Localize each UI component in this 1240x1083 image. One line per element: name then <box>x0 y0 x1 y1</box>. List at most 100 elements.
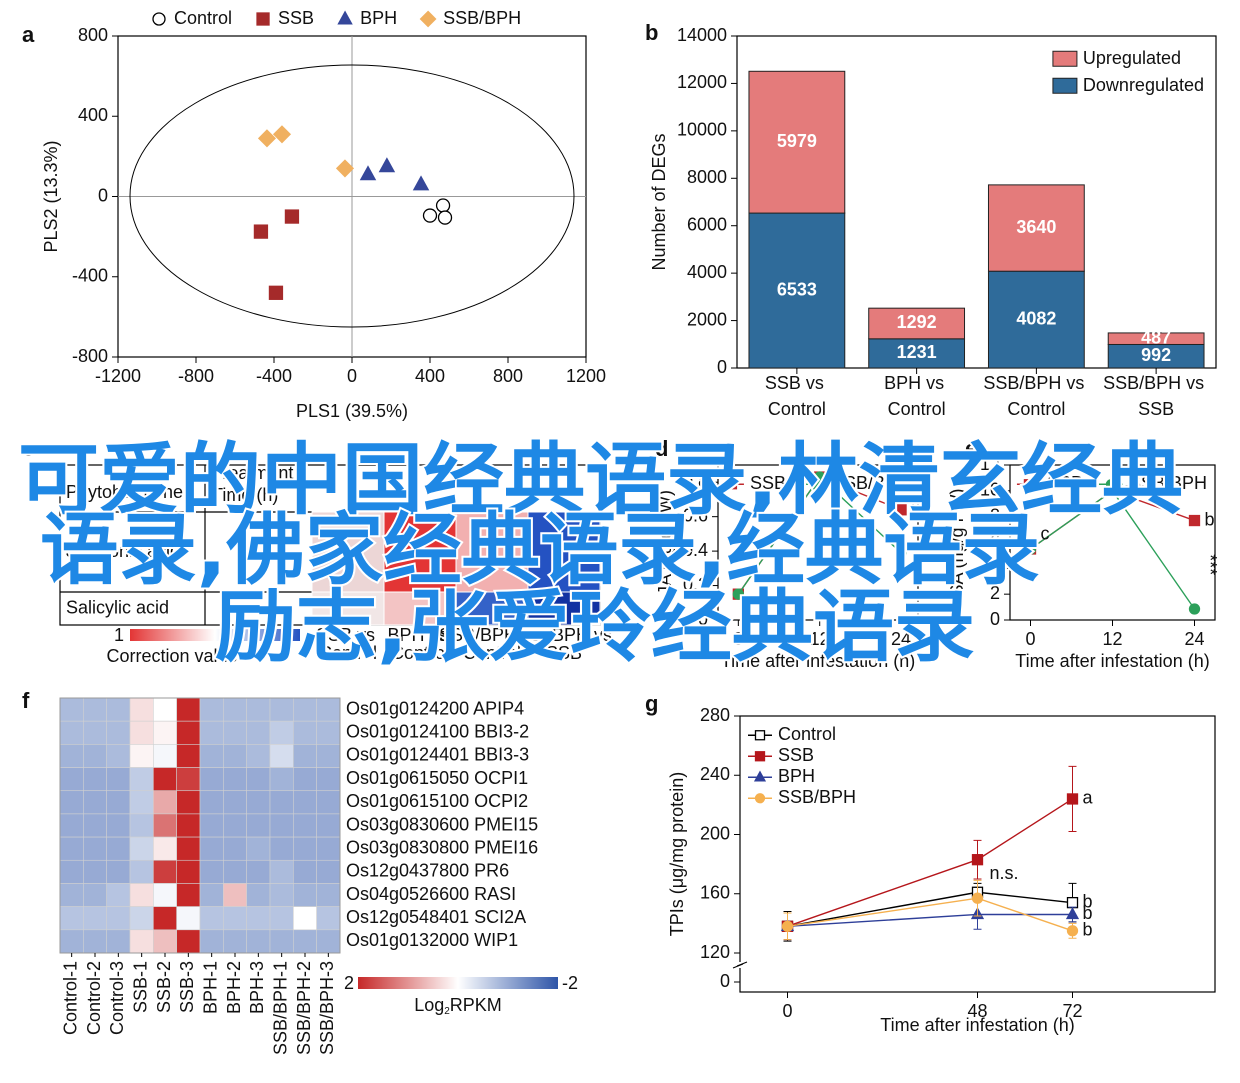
legend-label: SSB/BPH <box>1129 473 1207 493</box>
colorbar-label: Log2RPKM <box>414 995 502 1017</box>
point <box>435 198 451 213</box>
heatmap-cell <box>316 883 341 907</box>
point <box>895 547 907 559</box>
x-axis-label: PLS1 (39.5%) <box>296 401 408 421</box>
y-tick-label: 12 <box>980 454 1000 474</box>
heatmap-cell <box>106 767 131 792</box>
y-tick-label: 280 <box>700 705 730 725</box>
y-tick-label: 200 <box>700 823 730 843</box>
point <box>1188 514 1201 527</box>
y-tick-label: 400 <box>78 105 108 125</box>
y-tick-label: 0 <box>698 609 708 629</box>
heatmap-cell <box>129 813 154 838</box>
column-label: BPH-2 <box>224 961 244 1014</box>
panel-label: g <box>645 691 658 716</box>
value-label: 5979 <box>777 131 817 151</box>
row-label: Os12g0437800 PR6 <box>346 861 509 881</box>
heatmap-cell <box>153 836 177 861</box>
legend-label: SSB/BPH <box>443 8 521 28</box>
heatmap-frame <box>59 697 341 954</box>
heatmap-cell <box>269 744 294 768</box>
heatmap-cell <box>83 883 107 907</box>
x-tick-label: -1200 <box>95 366 141 386</box>
heatmap-cell <box>223 744 247 768</box>
y-axis-label: Number of DEGs <box>649 133 669 270</box>
heatmap-cell <box>223 697 247 722</box>
heatmap-cell <box>246 929 271 954</box>
heatmap-cell <box>129 836 154 861</box>
panel-label: f <box>22 688 30 713</box>
heatmap-cell <box>129 906 154 931</box>
legend-marker <box>256 12 270 26</box>
y-tick-label: 0.4 <box>683 540 708 560</box>
heatmap-cell <box>59 906 84 931</box>
heatmap-cell <box>316 720 341 745</box>
point <box>1066 925 1079 937</box>
heatmap-cell <box>316 767 341 792</box>
x-tick-label: 0 <box>347 366 357 386</box>
heatmap-cell <box>83 813 107 838</box>
heatmap-cell <box>83 906 107 931</box>
heatmap-cell <box>199 929 224 954</box>
y-tick-label: 0 <box>98 185 108 205</box>
heatmap-cell <box>129 929 154 954</box>
y-tick-label: 8000 <box>687 167 727 187</box>
heatmap-cell <box>129 744 154 768</box>
annotation: b <box>1205 509 1215 529</box>
y-tick-label: 0 <box>990 609 1000 629</box>
heatmap-cell <box>59 720 84 745</box>
y-tick-label: 4000 <box>687 262 727 282</box>
y-tick-label: 6000 <box>687 214 727 234</box>
point <box>1065 907 1080 920</box>
heatmap-cell <box>129 790 154 815</box>
row-label: Os01g0124401 BBI3-3 <box>346 745 529 765</box>
heatmap-cell <box>246 720 271 745</box>
heatmap-cell <box>223 883 247 907</box>
x-axis-label: Time after infestation (h) <box>880 1015 1074 1035</box>
y-axis-label: SA (ng/g FW) <box>947 488 967 596</box>
point <box>253 224 269 239</box>
point <box>971 854 984 866</box>
annotation: b <box>1083 903 1093 923</box>
annotation: * <box>906 528 926 535</box>
legend-marker <box>753 770 767 782</box>
y-tick-label: 240 <box>700 764 730 784</box>
heatmap-cell <box>246 744 271 768</box>
x-tick-label: SSB/BPH vs Control <box>983 373 1089 419</box>
heatmap-cell <box>176 744 201 768</box>
x-tick-label: 1200 <box>566 366 606 386</box>
legend-label: SSB <box>750 473 786 493</box>
x-tick-label: 800 <box>493 366 523 386</box>
heatmap-cell <box>153 720 177 745</box>
y-tick-label: -800 <box>72 346 108 366</box>
heatmap-cell <box>269 790 294 815</box>
value-label: 1231 <box>897 342 937 362</box>
heatmap-cell <box>106 883 131 907</box>
point <box>781 920 794 932</box>
column-label: SSB/BPH-3 <box>317 961 337 1055</box>
annotation: b <box>911 499 921 519</box>
watermark-text: 语录,佛家经典语录,经典语录 <box>40 505 1040 595</box>
table-header: Phytohormone <box>66 482 183 502</box>
heatmap-cell <box>59 790 84 815</box>
y-tick-label: 0.6 <box>683 505 708 525</box>
heatmap-cell <box>316 790 341 815</box>
point <box>335 159 355 178</box>
x-tick-label: 24 <box>891 629 911 649</box>
heatmap-cell <box>129 767 154 792</box>
heatmap-cell <box>316 744 341 768</box>
y-tick-label: 8 <box>990 505 1000 525</box>
annotation: n.s. <box>990 863 1019 883</box>
point <box>1066 896 1079 909</box>
row-label: Os03g0830800 PMEI16 <box>346 837 538 857</box>
heatmap-cell <box>269 697 294 722</box>
heatmap-cell <box>106 720 131 745</box>
row-label: Os03g0830600 PMEI15 <box>346 814 538 834</box>
colorbar <box>130 629 300 641</box>
legend: SSB SSB/BPH <box>719 473 910 493</box>
heatmap-cell <box>106 697 131 722</box>
column-label: BPH vs Control <box>387 625 452 663</box>
heatmap-cell <box>199 744 224 768</box>
legend-label: BPH <box>360 8 397 28</box>
legend-swatch <box>1052 50 1078 67</box>
